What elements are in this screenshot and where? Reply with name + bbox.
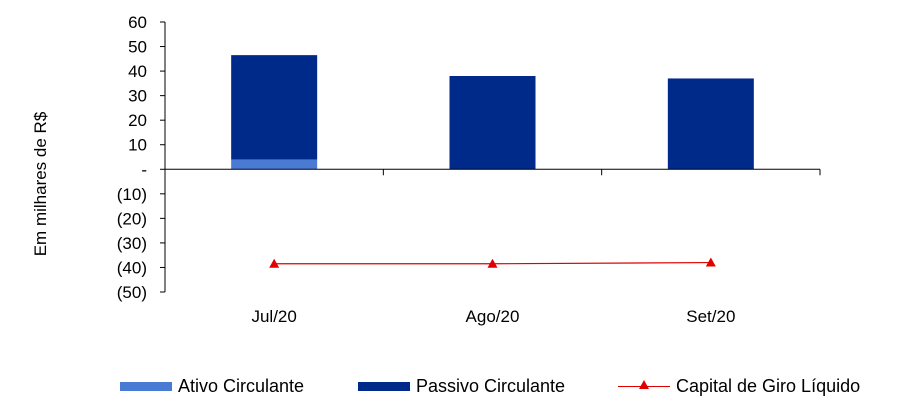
y-tick-label: 50 [128, 38, 147, 57]
y-tick-label: 40 [128, 62, 147, 81]
y-tick-label: (20) [117, 209, 147, 228]
y-tick-label: 60 [128, 13, 147, 32]
x-tick-label: Set/20 [686, 307, 735, 326]
chart: 60 50 40 30 20 10 - (10) (20) (30) (40) (50) Jul/20 A… [31, 13, 821, 326]
y-tick-label: (10) [117, 185, 147, 204]
legend-label-capital: Capital de Giro Líquido [676, 375, 861, 396]
y-tick-label: 30 [128, 87, 147, 106]
capital-marker-1 [487, 258, 498, 268]
capital-marker-0 [269, 258, 280, 268]
y-tick-label: (30) [117, 234, 147, 253]
bar-passivo-0 [231, 55, 318, 160]
bar-passivo-2 [667, 78, 754, 170]
legend-label-ativo: Ativo Circulante [178, 375, 305, 396]
bar-passivo-1 [449, 76, 536, 170]
y-tick-label: 10 [128, 136, 147, 155]
legend-swatch-passivo [358, 381, 410, 391]
y-axis-title: Em milhares de R$ [31, 111, 50, 256]
y-tick-label: (40) [117, 258, 147, 277]
legend-swatch-capital [618, 380, 670, 392]
bars-group [231, 55, 754, 170]
legend-swatch-ativo [120, 381, 172, 391]
y-tick-label: - [141, 160, 147, 179]
legend: Ativo Circulante Passivo Circulante Capi… [0, 374, 899, 398]
y-tick-label: 20 [128, 111, 147, 130]
line-series-group [269, 257, 716, 268]
legend-item-capital: Capital de Giro Líquido [618, 374, 860, 398]
x-tick-label: Ago/20 [466, 307, 520, 326]
y-tick-label: (50) [117, 283, 147, 302]
axes-group: 60 50 40 30 20 10 - (10) (20) (30) (40) (50) Jul/20 A… [117, 13, 821, 326]
legend-item-ativo: Ativo Circulante [120, 374, 304, 398]
x-tick-label: Jul/20 [251, 307, 296, 326]
legend-label-passivo: Passivo Circulante [416, 375, 566, 396]
capital-marker-2 [705, 257, 716, 267]
legend-item-passivo: Passivo Circulante [358, 374, 565, 398]
bar-ativo-0 [231, 159, 318, 170]
